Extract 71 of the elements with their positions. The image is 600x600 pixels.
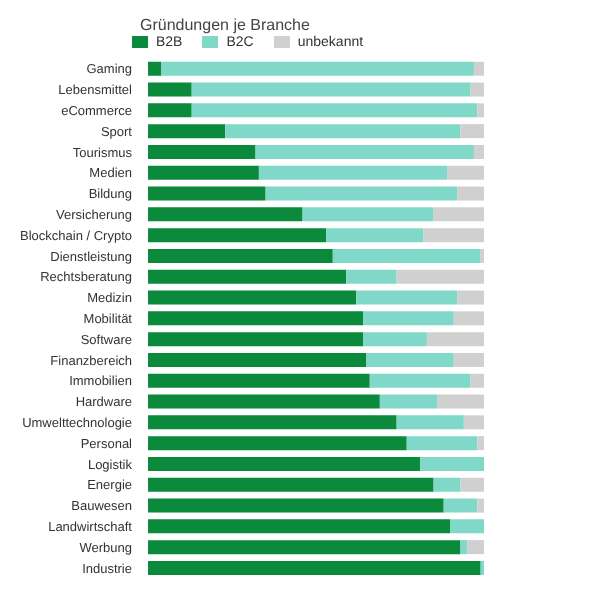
bar xyxy=(225,124,461,139)
bar xyxy=(191,103,478,118)
bar xyxy=(423,228,484,243)
bar xyxy=(326,228,424,243)
bar xyxy=(148,415,397,430)
bar xyxy=(366,352,454,367)
bar xyxy=(473,144,484,159)
bar xyxy=(148,228,327,243)
bar xyxy=(436,394,484,409)
bar xyxy=(148,165,259,180)
bar xyxy=(460,540,468,555)
bar xyxy=(460,477,484,492)
bar xyxy=(457,186,484,201)
bar xyxy=(148,373,370,388)
bar xyxy=(453,352,484,367)
bar xyxy=(406,436,478,451)
bar xyxy=(148,394,380,409)
bar xyxy=(363,311,454,326)
bar xyxy=(443,498,478,513)
bar xyxy=(433,207,484,222)
bar xyxy=(363,332,427,347)
bar xyxy=(148,456,421,471)
bar xyxy=(148,352,367,367)
bar xyxy=(332,248,481,263)
bar xyxy=(148,269,347,284)
bar xyxy=(148,82,192,97)
bar xyxy=(302,207,434,222)
bar xyxy=(396,269,484,284)
bar xyxy=(420,456,484,471)
bar xyxy=(148,540,461,555)
bar xyxy=(433,477,461,492)
bar xyxy=(396,415,464,430)
bar xyxy=(356,290,458,305)
bar xyxy=(470,82,484,97)
bar xyxy=(467,540,484,555)
bar xyxy=(148,560,481,575)
bar xyxy=(346,269,397,284)
bar xyxy=(148,498,444,513)
bar xyxy=(453,311,484,326)
bar xyxy=(148,477,434,492)
bar xyxy=(450,519,484,534)
chart-title: Gründungen je Branche xyxy=(140,16,312,34)
bar xyxy=(148,311,364,326)
bar xyxy=(258,165,448,180)
bar xyxy=(148,248,333,263)
bar xyxy=(191,82,471,97)
bar xyxy=(457,290,484,305)
bar xyxy=(470,373,484,388)
bar xyxy=(473,61,484,76)
bar xyxy=(265,186,458,201)
bar xyxy=(477,436,484,451)
bar xyxy=(148,144,256,159)
bar xyxy=(148,332,364,347)
bar xyxy=(477,103,484,118)
bar xyxy=(463,415,484,430)
bar xyxy=(148,207,303,222)
bar xyxy=(426,332,484,347)
bar xyxy=(447,165,484,180)
bar xyxy=(148,290,357,305)
bar xyxy=(161,61,474,76)
bar xyxy=(369,373,471,388)
bar xyxy=(460,124,484,139)
bar xyxy=(148,103,192,118)
bar xyxy=(148,519,451,534)
bar xyxy=(477,498,484,513)
bar xyxy=(148,436,407,451)
bar xyxy=(148,186,266,201)
bar xyxy=(255,144,474,159)
bar xyxy=(379,394,437,409)
bar xyxy=(148,124,226,139)
bar xyxy=(148,61,162,76)
